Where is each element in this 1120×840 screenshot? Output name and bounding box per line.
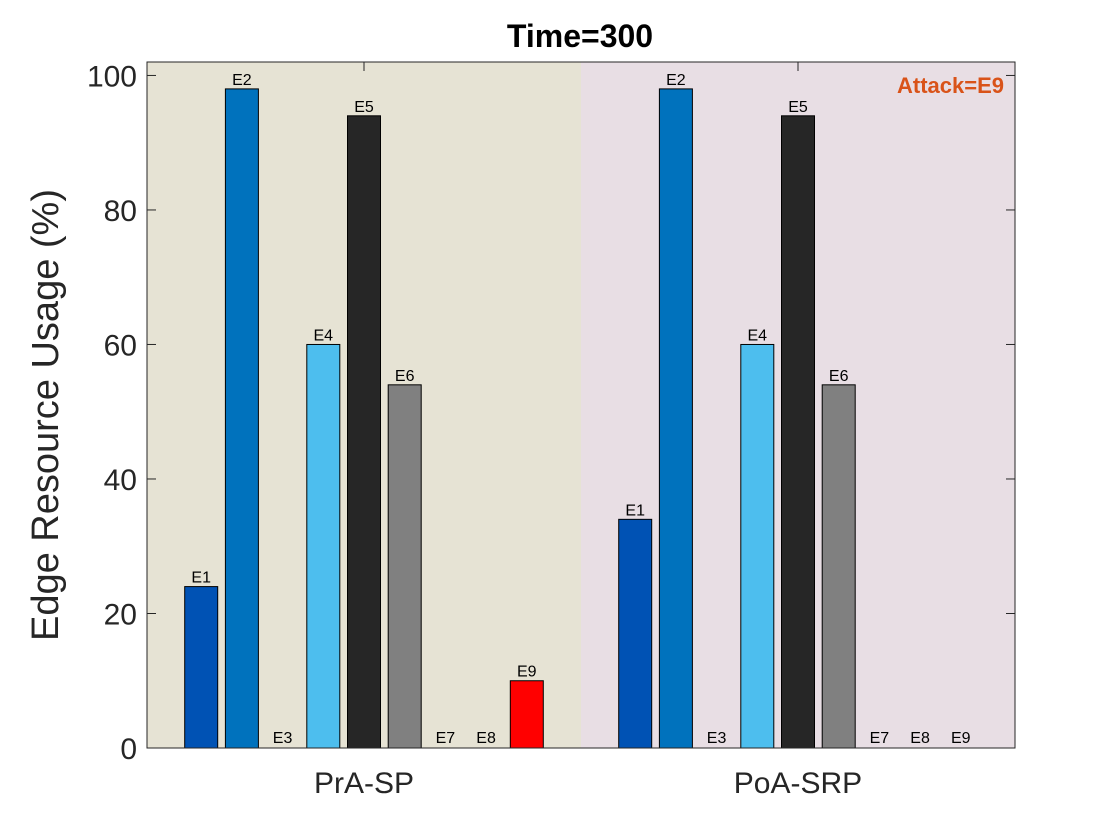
group-backgrounds <box>147 62 1015 748</box>
chart-title: Time=300 <box>507 18 653 54</box>
y-tick-label: 60 <box>104 329 137 362</box>
bar-label-e4: E4 <box>314 327 334 344</box>
bar-e6 <box>821 384 856 749</box>
bar-label-e2: E2 <box>232 72 252 89</box>
bar-label-e3: E3 <box>707 730 727 747</box>
category-label: PrA-SP <box>314 767 414 800</box>
bar-label-e7: E7 <box>436 730 456 747</box>
bar-label-e4: E4 <box>748 327 768 344</box>
attack-annotation: Attack=E9 <box>897 73 1004 98</box>
y-axis-label: Edge Resource Usage (%) <box>25 189 67 641</box>
bar-e4 <box>306 343 341 749</box>
bar-label-e1: E1 <box>191 570 211 587</box>
bar-e6 <box>387 384 422 749</box>
bar-label-e9: E9 <box>951 730 971 747</box>
bar-label-e8: E8 <box>476 730 496 747</box>
category-label: PoA-SRP <box>734 767 862 800</box>
y-tick-label: 100 <box>87 60 137 93</box>
bar-e1 <box>184 586 219 749</box>
bar-e5 <box>781 115 815 749</box>
bar-e4 <box>740 343 775 749</box>
bar-label-e1: E1 <box>625 502 645 519</box>
bar-label-e5: E5 <box>354 99 374 116</box>
bar-label-e2: E2 <box>666 72 686 89</box>
bar-e1 <box>618 518 653 749</box>
bar-e9 <box>509 680 544 749</box>
axes: PrA-SP PoA-SRP 0 20 40 60 80 100 <box>87 60 1016 800</box>
bar-label-e8: E8 <box>910 730 930 747</box>
y-tick-label: 80 <box>104 195 137 228</box>
bar-e2 <box>224 88 259 749</box>
bar-label-e6: E6 <box>829 368 849 385</box>
bar-label-e9: E9 <box>517 664 537 681</box>
bars: E1 E2 E3 E4 E5 E6 E7 E8 E9 E1 E2 E3 E4 E5 E6 E7 E8 E9 <box>184 72 971 749</box>
plot-frame <box>146 61 1016 749</box>
bar-label-e6: E6 <box>395 368 415 385</box>
y-tick-label: 40 <box>104 464 137 497</box>
bar-label-e3: E3 <box>273 730 293 747</box>
bar-e5 <box>347 115 381 749</box>
y-tick-label: 20 <box>104 598 137 631</box>
y-tick-label: 0 <box>120 733 137 766</box>
bar-label-e5: E5 <box>788 99 808 116</box>
bar-e2 <box>658 88 693 749</box>
bar-label-e7: E7 <box>870 730 890 747</box>
